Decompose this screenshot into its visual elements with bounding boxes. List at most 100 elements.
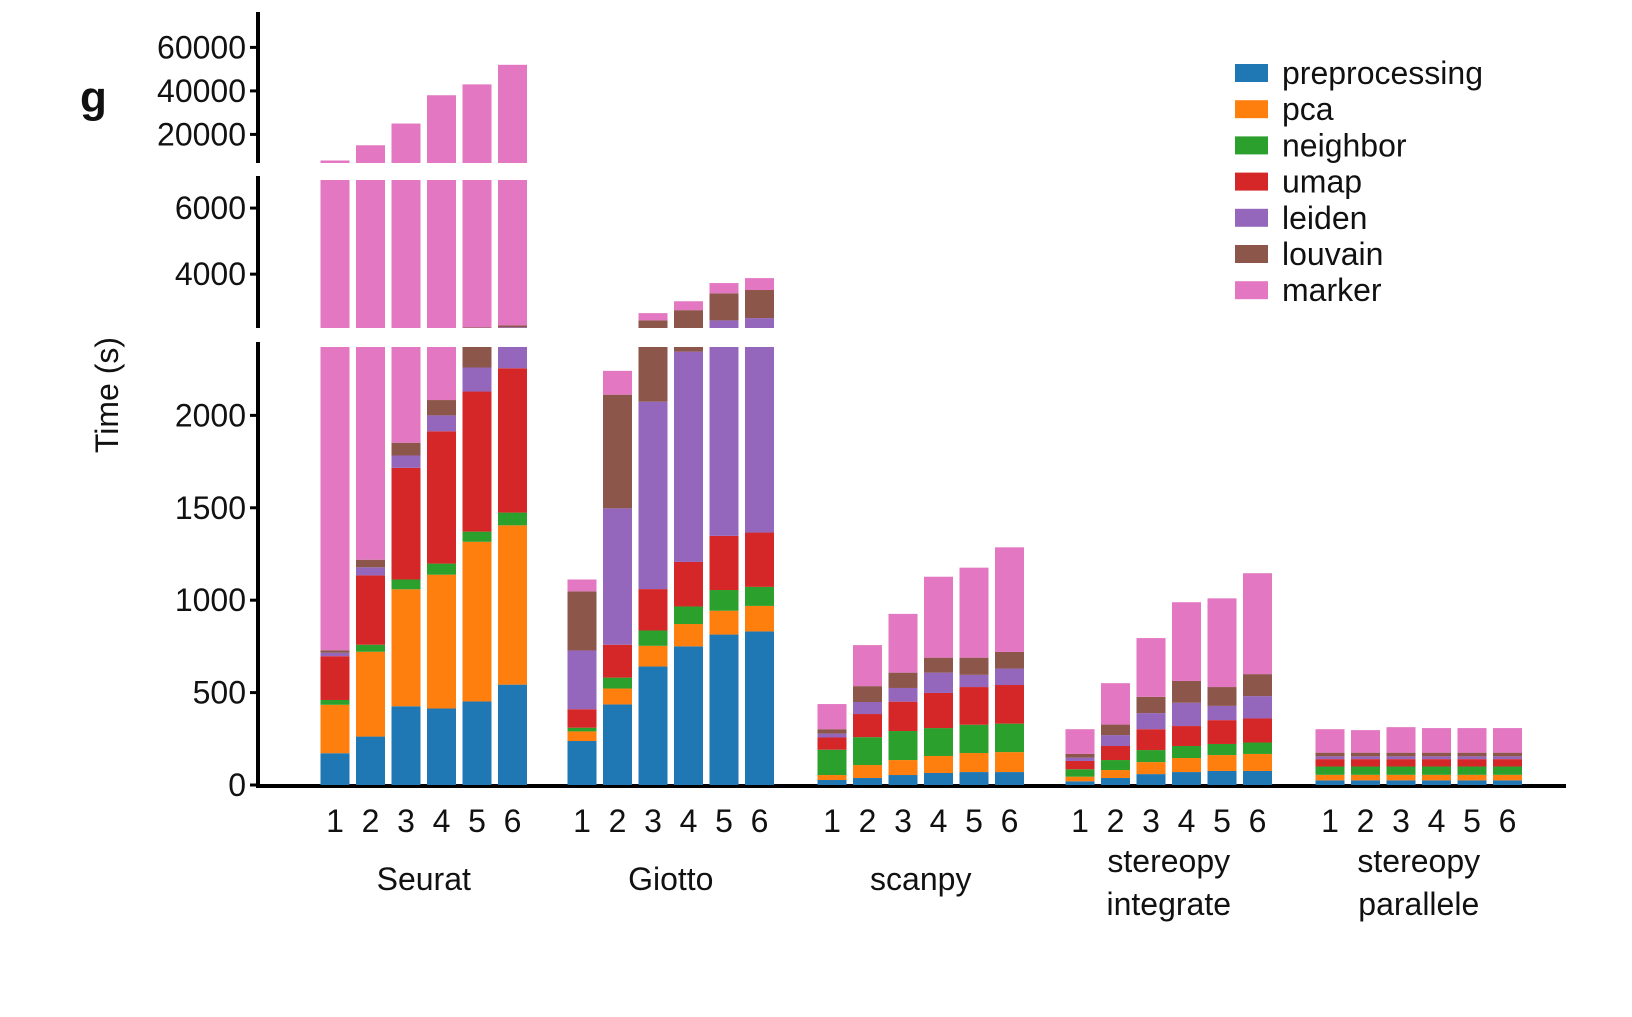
bar-segment-louvain — [462, 327, 492, 328]
x-tick-label: 5 — [965, 803, 983, 839]
bar-segment-louvain — [1351, 752, 1380, 757]
bar-segment-preprocessing — [745, 631, 774, 785]
bar-segment-marker — [1315, 729, 1345, 753]
bar-segment-neighbor — [1065, 769, 1095, 777]
bar-segment-preprocessing — [853, 777, 882, 785]
bar-segment-neighbor — [498, 512, 527, 526]
bar-segment-marker — [391, 123, 421, 163]
bar-segment-pca — [1493, 774, 1522, 781]
y-tick-label: 1500 — [175, 490, 246, 526]
bar-segment-umap — [1243, 718, 1272, 743]
bar-segment-umap — [1315, 759, 1345, 767]
bar-segment-louvain — [959, 657, 989, 675]
bar-segment-umap — [995, 685, 1024, 724]
bar-segment-louvain — [1386, 752, 1416, 757]
bar-segment-pca — [356, 651, 385, 737]
bar-segment-marker — [356, 347, 385, 560]
bar-segment-pca — [853, 765, 882, 778]
x-tick-label: 1 — [1071, 803, 1089, 839]
bar-segment-marker — [924, 576, 953, 658]
bar-segment-pca — [427, 574, 456, 709]
legend-label: leiden — [1282, 200, 1367, 236]
x-tick-label: 5 — [468, 803, 486, 839]
bar-segment-umap — [356, 575, 385, 645]
bar-segment-umap — [603, 644, 632, 678]
bar-segment-preprocessing — [1101, 777, 1130, 785]
legend-label: pca — [1282, 91, 1334, 127]
bar-segment-preprocessing — [1136, 774, 1166, 785]
bar-segment-louvain — [638, 347, 668, 402]
bar-segment-louvain — [1065, 753, 1095, 758]
bar-segment-preprocessing — [356, 736, 385, 785]
bar-segment-leiden — [1351, 756, 1380, 760]
bar-segment-marker — [427, 95, 456, 163]
x-tick-label: 5 — [715, 803, 733, 839]
bar-segment-louvain — [888, 672, 918, 688]
y-tick-label: 40000 — [157, 73, 246, 109]
bar-segment-umap — [1207, 720, 1237, 744]
legend-swatch-louvain — [1235, 245, 1268, 263]
x-tick-label: 6 — [751, 803, 769, 839]
bar-segment-umap — [498, 368, 527, 513]
bar-segment-preprocessing — [1457, 780, 1487, 785]
bar-segment-marker — [427, 347, 456, 401]
x-tick-label: 1 — [573, 803, 591, 839]
bar-segment-pca — [888, 760, 918, 776]
bar-segment-preprocessing — [1243, 770, 1272, 785]
bar-segment-umap — [1493, 759, 1522, 767]
bar-segment-neighbor — [959, 724, 989, 754]
bar-segment-preprocessing — [427, 708, 456, 785]
bar-segment-umap — [427, 431, 456, 564]
bar-segment-marker — [995, 547, 1024, 652]
y-tick-label: 0 — [228, 767, 246, 803]
bar-segment-louvain — [995, 651, 1024, 669]
bar-segment-leiden — [1136, 713, 1166, 730]
bar-segment-marker — [1207, 598, 1237, 688]
y-tick-label: 2000 — [175, 397, 246, 433]
bar-segment-louvain — [817, 729, 847, 734]
bar-segment-pca — [817, 775, 847, 781]
legend-label: umap — [1282, 164, 1362, 200]
bar-segment-leiden — [462, 367, 492, 392]
bar-segment-preprocessing — [1315, 780, 1345, 785]
bar-segment-umap — [853, 714, 882, 738]
group-label: integrate — [1106, 886, 1231, 922]
bar-segment-pca — [1172, 758, 1201, 773]
x-tick-label: 3 — [1142, 803, 1160, 839]
bar-segment-marker — [1172, 602, 1201, 681]
x-tick-label: 4 — [930, 803, 948, 839]
y-tick-label: 20000 — [157, 116, 246, 152]
group-label: scanpy — [870, 861, 971, 897]
bar-segment-marker — [1422, 728, 1451, 753]
x-tick-label: 3 — [894, 803, 912, 839]
bar-segment-marker — [674, 301, 703, 311]
bar-segment-pca — [1065, 776, 1095, 782]
bar-segment-louvain — [498, 325, 527, 328]
legend-swatch-neighbor — [1235, 136, 1268, 155]
bar-segment-louvain — [1101, 724, 1130, 736]
bar-segment-neighbor — [1243, 742, 1272, 754]
bar-segment-preprocessing — [638, 666, 668, 785]
bar-segment-neighbor — [567, 727, 597, 732]
x-tick-label: 3 — [1392, 803, 1410, 839]
bar-segment-neighbor — [745, 586, 774, 606]
bar-segment-neighbor — [1493, 766, 1522, 775]
bar-segment-marker — [498, 180, 527, 326]
bars — [320, 64, 1522, 785]
bar-segment-marker — [1457, 728, 1487, 753]
legend: preprocessingpcaneighborumapleidenlouvai… — [1235, 55, 1483, 308]
bar-segment-louvain — [674, 347, 703, 352]
bar-segment-umap — [1136, 729, 1166, 751]
bar-segment-leiden — [817, 733, 847, 738]
bar-segment-leiden — [1315, 756, 1345, 760]
x-tick-label: 6 — [1249, 803, 1267, 839]
bar-segment-umap — [888, 701, 918, 732]
bar-segment-louvain — [1315, 752, 1345, 757]
bar-segment-pca — [995, 752, 1024, 773]
bar-segment-pca — [674, 624, 703, 647]
bar-segment-pca — [1351, 774, 1380, 781]
bar-segment-louvain — [745, 290, 774, 319]
legend-swatch-leiden — [1235, 208, 1268, 227]
bar-segment-neighbor — [320, 699, 350, 705]
